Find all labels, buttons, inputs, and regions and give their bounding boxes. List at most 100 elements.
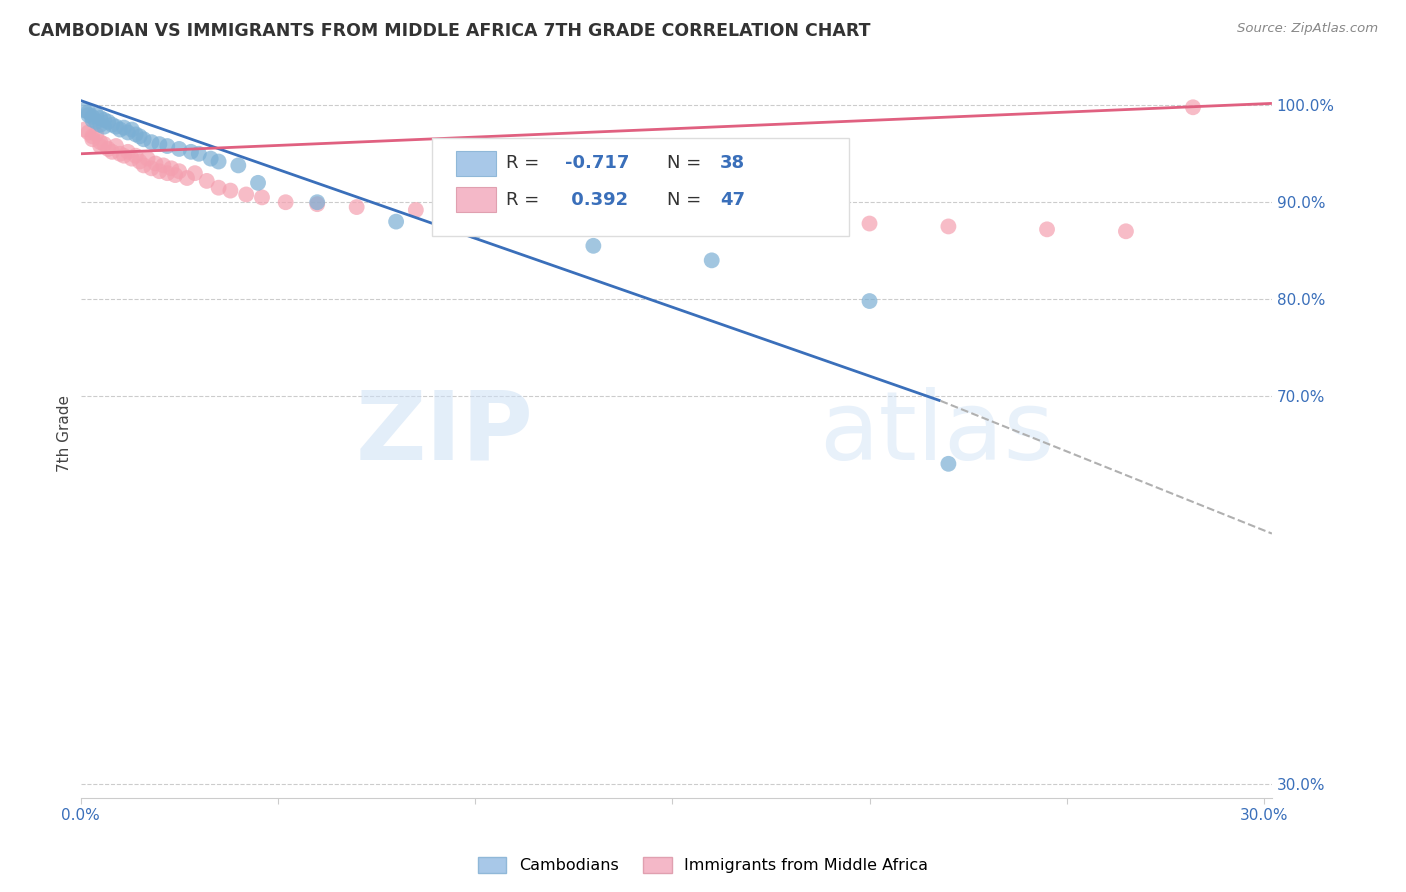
Text: R =: R =	[506, 154, 546, 172]
Point	[108, 122, 131, 136]
Point	[200, 152, 222, 166]
Point	[82, 110, 104, 124]
Point	[77, 108, 100, 122]
Point	[93, 120, 115, 134]
Point	[112, 120, 135, 135]
Point	[180, 145, 202, 159]
Point	[77, 126, 100, 140]
Point	[661, 212, 683, 227]
Point	[156, 139, 179, 153]
Text: 47: 47	[720, 191, 745, 209]
Point	[582, 239, 605, 253]
Point	[1182, 100, 1205, 114]
Point	[543, 210, 565, 224]
Point	[1115, 224, 1137, 238]
Point	[759, 214, 782, 228]
Text: CAMBODIAN VS IMMIGRANTS FROM MIDDLE AFRICA 7TH GRADE CORRELATION CHART: CAMBODIAN VS IMMIGRANTS FROM MIDDLE AFRI…	[28, 22, 870, 40]
Point	[132, 158, 155, 172]
Point	[165, 168, 187, 182]
Point	[207, 154, 229, 169]
Text: atlas: atlas	[820, 387, 1054, 480]
Point	[167, 164, 190, 178]
Point	[89, 118, 111, 132]
Point	[195, 174, 218, 188]
Point	[184, 166, 207, 180]
Point	[148, 137, 170, 152]
Text: 0.392: 0.392	[565, 191, 628, 209]
Point	[307, 195, 329, 210]
Point	[235, 187, 257, 202]
Point	[84, 115, 107, 129]
Point	[141, 135, 163, 149]
Point	[73, 122, 96, 136]
Y-axis label: 7th Grade: 7th Grade	[58, 395, 72, 472]
Legend: Cambodians, Immigrants from Middle Africa: Cambodians, Immigrants from Middle Afric…	[471, 850, 935, 880]
Point	[176, 171, 198, 186]
FancyBboxPatch shape	[456, 187, 496, 212]
Point	[105, 139, 128, 153]
Point	[464, 224, 486, 238]
Point	[112, 149, 135, 163]
Point	[250, 190, 273, 204]
Point	[105, 120, 128, 134]
Point	[97, 142, 120, 156]
FancyBboxPatch shape	[456, 151, 496, 176]
Point	[73, 103, 96, 118]
Point	[93, 137, 115, 152]
Text: ZIP: ZIP	[356, 387, 533, 480]
Point	[145, 156, 167, 170]
Point	[226, 158, 249, 172]
Point	[82, 132, 104, 146]
Point	[77, 105, 100, 120]
Point	[274, 195, 297, 210]
Point	[152, 158, 174, 172]
Text: Source: ZipAtlas.com: Source: ZipAtlas.com	[1237, 22, 1378, 36]
Point	[167, 142, 190, 156]
Point	[125, 128, 148, 142]
Point	[89, 139, 111, 153]
Point	[156, 166, 179, 180]
Point	[187, 146, 209, 161]
Text: N =: N =	[666, 191, 707, 209]
Point	[93, 112, 115, 127]
Point	[136, 152, 159, 166]
Point	[128, 154, 150, 169]
Point	[125, 149, 148, 163]
Point	[132, 132, 155, 146]
Point	[101, 145, 124, 159]
FancyBboxPatch shape	[432, 138, 849, 236]
Point	[97, 115, 120, 129]
Point	[307, 197, 329, 211]
Point	[385, 214, 408, 228]
Point	[117, 145, 139, 159]
Point	[84, 128, 107, 142]
Text: R =: R =	[506, 191, 546, 209]
Text: 38: 38	[720, 154, 745, 172]
Point	[121, 122, 143, 136]
Point	[247, 176, 270, 190]
Point	[700, 253, 723, 268]
Point	[148, 164, 170, 178]
Point	[82, 112, 104, 127]
Point	[464, 207, 486, 221]
Point	[84, 108, 107, 122]
Point	[121, 152, 143, 166]
Point	[219, 184, 242, 198]
Point	[346, 200, 368, 214]
Point	[938, 457, 960, 471]
Point	[117, 126, 139, 140]
Point	[405, 202, 427, 217]
Point	[1036, 222, 1059, 236]
Point	[101, 118, 124, 132]
Point	[141, 161, 163, 176]
Point	[207, 180, 229, 194]
Point	[89, 111, 111, 125]
Point	[108, 146, 131, 161]
Point	[858, 217, 880, 231]
Text: -0.717: -0.717	[565, 154, 630, 172]
Point	[89, 135, 111, 149]
Point	[128, 129, 150, 144]
Point	[160, 161, 183, 176]
Text: N =: N =	[666, 154, 707, 172]
Point	[938, 219, 960, 234]
